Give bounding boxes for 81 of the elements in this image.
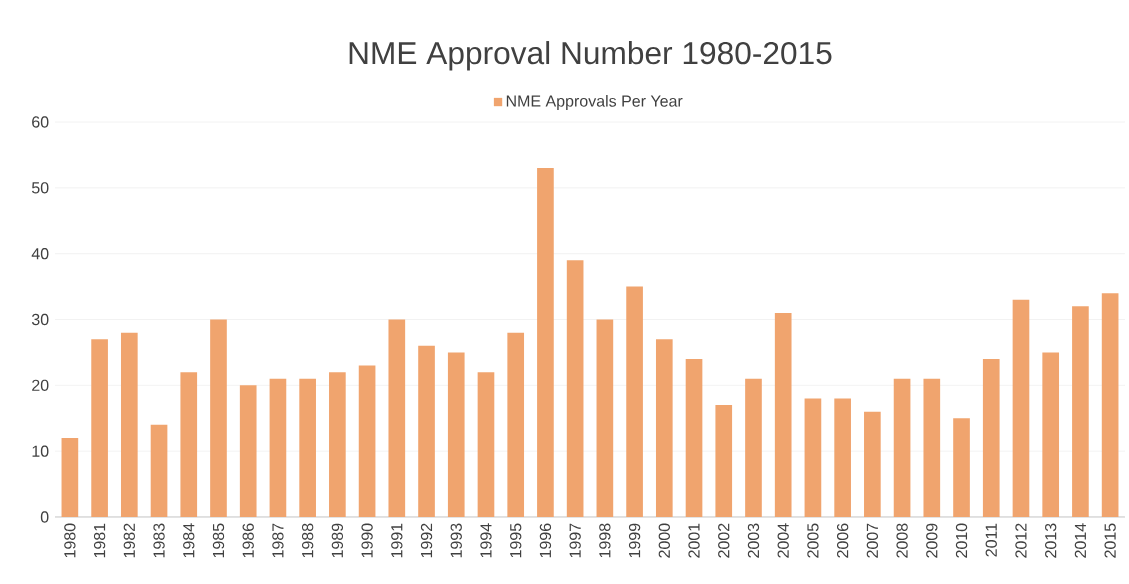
- bar: [120, 332, 138, 517]
- bar: [388, 319, 406, 517]
- x-tick-label: 1989: [331, 523, 344, 558]
- x-tick-label: 2005: [807, 523, 819, 558]
- bar: [358, 365, 376, 517]
- y-tick-label: 10: [32, 445, 49, 457]
- x-tick-label: 1992: [420, 523, 433, 558]
- y-tick-label: 20: [32, 379, 49, 391]
- x-tick-label: 1986: [242, 523, 254, 558]
- x-tick-label: 1987: [272, 523, 284, 558]
- bar: [1012, 299, 1030, 517]
- x-tick-label: 1981: [93, 523, 106, 558]
- x-tick-label: 2001: [688, 523, 700, 558]
- x-tick-label: 2012: [1015, 523, 1027, 558]
- x-tick-label: 1997: [569, 523, 581, 558]
- bar: [745, 378, 762, 517]
- x-tick-label: 1984: [183, 523, 195, 558]
- x-tick-label: 1990: [361, 523, 373, 558]
- x-tick-label: 1996: [539, 523, 552, 558]
- x-tick-label: 2008: [896, 523, 908, 558]
- bar: [566, 260, 584, 517]
- legend-label: NME Approvals Per Year: [506, 95, 683, 110]
- bar: [477, 372, 495, 517]
- x-tick-label: 1985: [212, 523, 225, 558]
- bar: [804, 398, 822, 517]
- y-tick-label: 0: [40, 511, 49, 523]
- bar: [418, 345, 435, 517]
- x-tick-label: 1994: [480, 523, 492, 558]
- x-tick-label: 2011: [985, 523, 997, 557]
- x-tick-label: 2010: [955, 523, 968, 558]
- bar: [774, 312, 792, 517]
- bar: [1101, 293, 1119, 517]
- bar: [982, 358, 1000, 517]
- bar: [329, 372, 346, 517]
- bar: [299, 378, 316, 517]
- bar: [447, 352, 465, 517]
- x-tick-label: 1983: [153, 523, 165, 558]
- x-tick-label: 1980: [64, 523, 76, 558]
- bar: [834, 398, 851, 517]
- bar: [269, 378, 287, 517]
- bar: [655, 339, 673, 517]
- bar: [507, 332, 525, 517]
- bar: [596, 319, 614, 517]
- bar: [953, 418, 970, 517]
- x-tick-label: 2004: [777, 523, 789, 558]
- y-tick-label: 60: [32, 116, 49, 128]
- bar: [61, 437, 79, 517]
- x-tick-label: 2013: [1045, 523, 1057, 558]
- x-tick-label: 2014: [1074, 523, 1087, 558]
- bar: [1072, 306, 1089, 517]
- bar: [923, 378, 941, 517]
- x-tick-label: 1993: [450, 523, 462, 558]
- bar: [864, 411, 881, 517]
- x-tick-label: 2009: [926, 523, 938, 558]
- x-tick-label: 1982: [123, 523, 135, 558]
- chart-title: NME Approval Number 1980-2015: [349, 41, 832, 71]
- x-tick-label: 2015: [1104, 523, 1116, 558]
- bar: [893, 378, 911, 517]
- x-tick-label: 1999: [628, 523, 641, 558]
- bar: [685, 358, 703, 517]
- bar: [180, 372, 198, 517]
- bar: [239, 385, 257, 517]
- x-tick-label: 2000: [658, 523, 670, 558]
- bar: [1042, 352, 1060, 517]
- x-tick-label: 1998: [599, 523, 611, 558]
- bar: [715, 405, 733, 517]
- x-tick-label: 2006: [836, 523, 849, 558]
- x-tick-label: 1995: [510, 523, 522, 558]
- x-tick-label: 1988: [301, 523, 314, 558]
- x-tick-label: 2003: [747, 523, 760, 558]
- bar: [210, 319, 227, 517]
- bar: [626, 286, 643, 517]
- bar: [537, 168, 554, 517]
- x-tick-label: 1991: [391, 523, 403, 558]
- x-tick-label: 2007: [866, 523, 879, 558]
- y-tick-label: 50: [31, 182, 49, 194]
- x-tick-label: 2002: [718, 523, 730, 558]
- bar: [91, 339, 108, 517]
- y-tick-label: 40: [31, 248, 49, 260]
- y-tick-label: 30: [31, 313, 49, 326]
- bar: [150, 424, 168, 517]
